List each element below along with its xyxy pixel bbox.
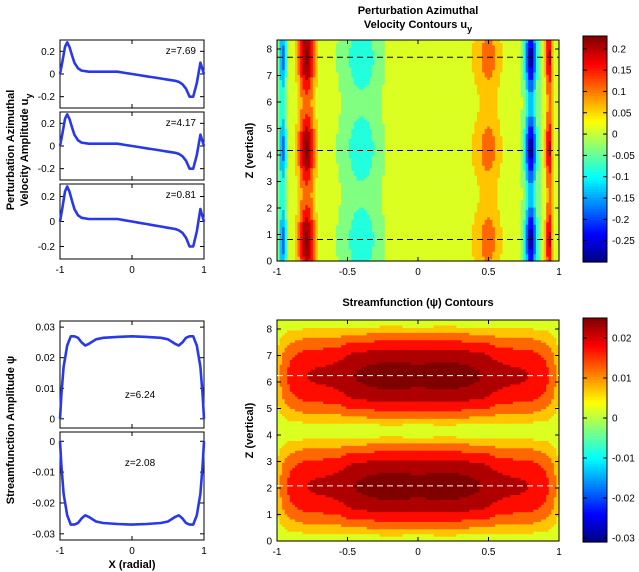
y-tick-label: -0.2: [38, 242, 56, 253]
panel-label: z=7.69: [166, 46, 197, 57]
y-tick-label: 0.2: [41, 119, 55, 130]
y-tick-label: 0: [49, 414, 55, 425]
y-axis-label: Streamfunction Amplitude ψ: [5, 356, 17, 504]
x-tick-label: 0: [129, 546, 135, 557]
y-axis-label: Velocity Amplitude uy: [19, 94, 34, 207]
subscript: y: [24, 94, 34, 99]
y-tick-label: 0: [49, 437, 55, 448]
y-tick-label: 0: [49, 217, 55, 228]
panel-label: z=0.81: [166, 190, 197, 201]
y-tick-label: 0: [49, 70, 55, 81]
y-tick-label: 0.01: [36, 384, 56, 395]
y-tick-label: 0.03: [36, 323, 56, 334]
panel-label: z=4.17: [166, 118, 197, 129]
y-axis-label: Perturbation Azimuthal: [5, 90, 17, 211]
y-tick-label: -0.2: [38, 92, 56, 103]
y-tick-label: 0.02: [36, 353, 56, 364]
y-tick-label: 0.2: [41, 192, 55, 203]
x-tick-label: 0: [129, 265, 135, 276]
x-tick-label: 1: [201, 546, 207, 557]
figure: -0.2 0 0.2 z=7.69 -0.2 0 0.2 z=4.17 -0.2 0 0.2 -1 0 1…: [0, 0, 639, 572]
panel-label: z=2.08: [125, 458, 156, 469]
y-tick-label: 0: [49, 142, 55, 153]
y-tick-label: 0.2: [41, 47, 55, 58]
y-tick-label: -0.2: [38, 164, 56, 175]
y-tick-label: -0.01: [32, 468, 55, 479]
y-tick-label: -0.03: [32, 529, 55, 540]
x-tick-label: -1: [56, 265, 65, 276]
x-tick-label: 1: [201, 265, 207, 276]
y-tick-label: -0.02: [32, 498, 55, 509]
x-tick-label: -1: [56, 546, 65, 557]
panel-label: z=6.24: [125, 390, 156, 401]
x-axis-label: X (radial): [108, 559, 155, 571]
